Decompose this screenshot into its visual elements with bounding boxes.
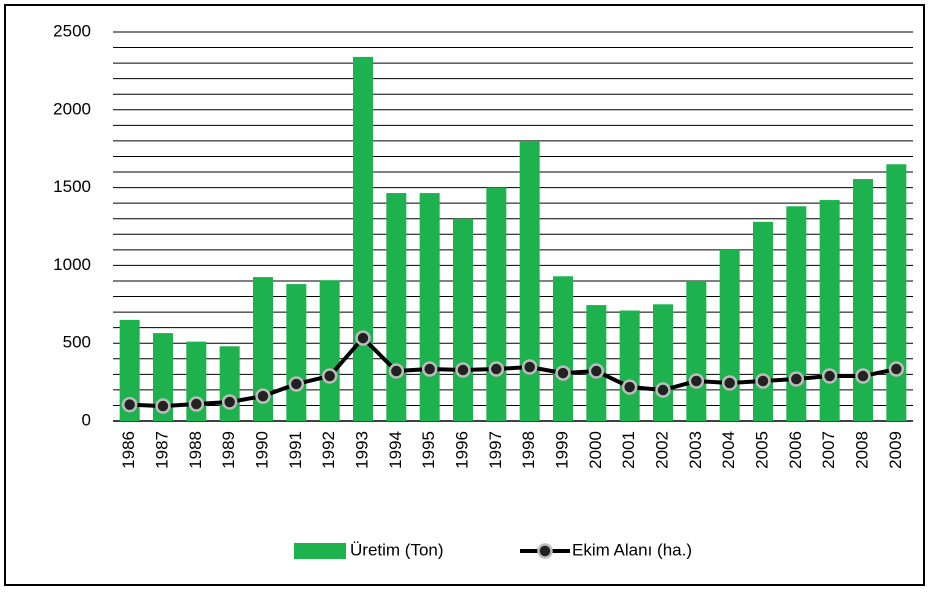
x-tick-label: 1998 [519, 431, 538, 469]
y-tick-label: 500 [63, 333, 91, 352]
y-tick-label: 2000 [53, 99, 91, 118]
bar [453, 218, 473, 421]
x-tick-label: 2006 [786, 431, 805, 469]
bar [253, 277, 273, 421]
bar [353, 56, 373, 422]
x-tick-label: 2001 [619, 431, 638, 469]
legend-swatch [294, 543, 346, 559]
x-tick-label: 2005 [752, 431, 771, 469]
bar [619, 310, 640, 421]
x-tick-label: 1988 [186, 431, 205, 469]
point [121, 396, 138, 413]
point [588, 363, 605, 379]
bar [686, 280, 707, 421]
x-tick-label: 1986 [119, 431, 138, 469]
point [155, 398, 171, 414]
x-tick-label: 1990 [252, 431, 271, 469]
bar [786, 206, 807, 421]
x-tick-label: 2002 [652, 431, 671, 469]
bar [819, 200, 840, 421]
x-tick-label: 2007 [819, 431, 838, 469]
bar [219, 346, 240, 421]
bar [853, 179, 873, 421]
x-tick-label: 1987 [152, 431, 171, 469]
point [288, 376, 305, 392]
legend-marker [537, 543, 553, 559]
point [388, 363, 405, 379]
x-tick-label: 2008 [852, 431, 871, 469]
point [755, 373, 771, 389]
point [655, 382, 671, 398]
point [321, 368, 338, 384]
y-tick-label: 0 [82, 410, 91, 429]
y-tick-label: 1500 [53, 177, 91, 196]
x-tick-label: 1996 [452, 431, 471, 469]
legend-label: Üretim (Ton) [350, 540, 444, 559]
bar [653, 304, 673, 421]
x-tick-label: 2000 [586, 431, 605, 469]
bar [886, 164, 907, 421]
point [621, 379, 638, 395]
point [821, 368, 838, 384]
bar [753, 221, 773, 421]
point [521, 359, 538, 375]
y-tick-label: 1000 [53, 255, 91, 274]
bar [119, 319, 140, 421]
bar [519, 140, 540, 422]
x-tick-label: 1993 [352, 431, 371, 469]
bar [286, 284, 307, 421]
bar [553, 276, 573, 421]
x-tick-label: 1989 [219, 431, 238, 469]
point [188, 396, 205, 412]
x-tick-label: 1994 [386, 431, 405, 469]
point [721, 375, 738, 391]
legend-label: Ekim Alanı (ha.) [572, 540, 692, 559]
point [855, 368, 871, 384]
x-tick-label: 2003 [686, 431, 705, 469]
y-tick-label: 2500 [53, 21, 91, 40]
point [221, 394, 238, 410]
point [788, 371, 805, 387]
bar [486, 187, 507, 421]
point [421, 361, 438, 377]
x-tick-label: 1995 [419, 431, 438, 469]
bar [586, 305, 607, 421]
x-tick-label: 1992 [319, 431, 338, 469]
bar [319, 280, 340, 421]
point [555, 365, 571, 381]
point [355, 330, 371, 346]
point [255, 388, 271, 404]
x-tick-label: 1999 [552, 431, 571, 469]
x-tick-label: 2004 [719, 431, 738, 469]
bar [386, 193, 407, 421]
bar [419, 193, 440, 421]
point [455, 362, 471, 378]
x-tick-label: 1997 [486, 431, 505, 469]
x-tick-label: 1991 [286, 431, 305, 469]
point [888, 361, 905, 377]
bar [719, 249, 740, 421]
bar [153, 333, 173, 421]
x-tick-label: 2009 [886, 431, 905, 469]
point [688, 373, 705, 389]
point [488, 361, 505, 377]
